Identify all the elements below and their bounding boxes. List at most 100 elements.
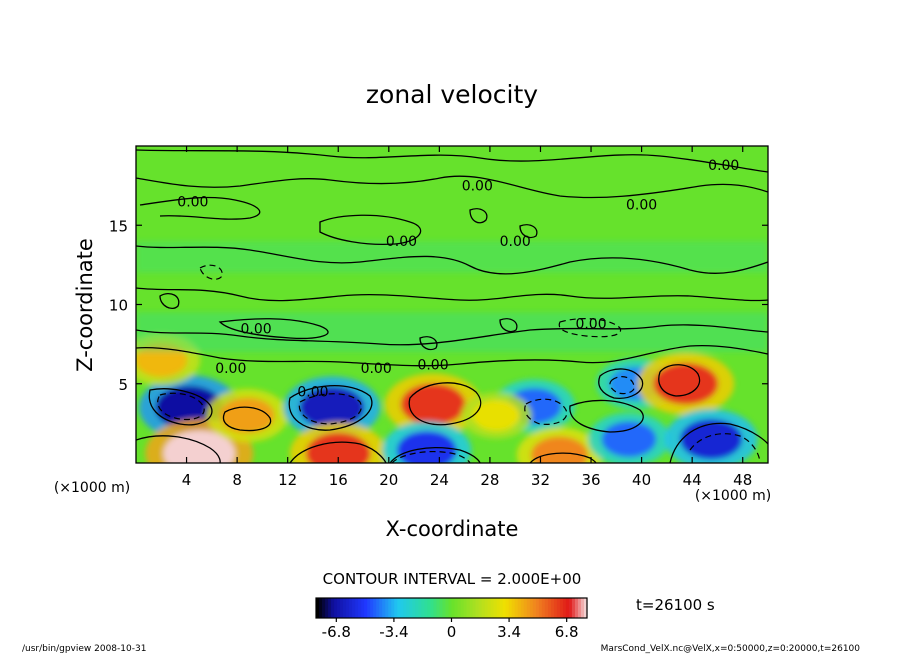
x-tick-label: 20 — [379, 471, 398, 489]
colorbar-segment — [484, 598, 489, 618]
colorbar-segment — [391, 598, 395, 618]
feature-core — [396, 431, 457, 463]
feature-core — [155, 386, 223, 430]
x-unit-left: (×1000 m) — [54, 480, 130, 496]
colorbar-segment — [319, 598, 323, 618]
y-axis-label: Z-coordinate — [73, 238, 97, 372]
feature-core — [305, 432, 371, 463]
colorbar-segment — [508, 598, 513, 618]
colorbar-segment — [559, 598, 564, 618]
colorbar-segment — [523, 598, 528, 618]
colorbar-segment — [541, 598, 546, 618]
y-tick-label: 15 — [109, 217, 128, 235]
colorbar-segment — [433, 598, 438, 618]
colorbar-segment — [394, 598, 398, 618]
colorbar-segment — [460, 598, 465, 618]
colorbar-segment — [463, 598, 468, 618]
colorbar-segment — [334, 598, 338, 618]
weak-negative-band — [136, 312, 768, 353]
contour-label: 0.00 — [626, 198, 657, 214]
feature-core — [601, 421, 657, 457]
colorbar-segment — [331, 598, 335, 618]
colorbar-tick-label: 6.8 — [555, 623, 579, 641]
colorbar-segment — [538, 598, 543, 618]
colorbar-tick-label: -3.4 — [379, 623, 408, 641]
feature-core — [530, 436, 588, 463]
colorbar-segment — [526, 598, 531, 618]
colorbar-segment — [499, 598, 504, 618]
x-tick-label: 12 — [278, 471, 297, 489]
colorbar-segment — [328, 598, 332, 618]
colorbar-segment — [547, 598, 552, 618]
contour-label: 0.00 — [462, 179, 493, 195]
colorbar-segment — [415, 598, 419, 618]
x-unit-right: (×1000 m) — [695, 488, 771, 504]
contour-label: 0.00 — [575, 317, 606, 333]
contour-label: 0.00 — [240, 321, 271, 337]
colorbar-segment — [388, 598, 392, 618]
chart-title: zonal velocity — [366, 80, 538, 109]
colorbar-segment — [562, 598, 567, 618]
colorbar-segment — [442, 598, 447, 618]
colorbar-segment — [475, 598, 480, 618]
contour-label: 0.00 — [500, 234, 531, 250]
contour-interval: CONTOUR INTERVAL = 2.000E+00 — [323, 570, 582, 588]
colorbar-segment — [337, 598, 341, 618]
contour-label: 0.00 — [386, 234, 417, 250]
y-axis: 5 10 15 — [109, 217, 768, 394]
contour-label: 0.00 — [297, 385, 328, 401]
colorbar-segment — [472, 598, 477, 618]
colorbar-segment — [493, 598, 498, 618]
colorbar-segment — [448, 598, 453, 618]
velocity-features — [136, 241, 768, 463]
colorbar-segment — [430, 598, 435, 618]
colorbar-segment — [496, 598, 501, 618]
colorbar-segment — [370, 598, 374, 618]
feature-core — [472, 399, 520, 431]
colorbar-segment — [583, 598, 588, 618]
colorbar-segment — [376, 598, 380, 618]
colorbar-segment — [379, 598, 383, 618]
colorbar-segment — [412, 598, 416, 618]
colorbar-segment — [478, 598, 483, 618]
colorbar-segment — [325, 598, 329, 618]
colorbar-segment — [355, 598, 359, 618]
contour-label: 0.00 — [417, 358, 448, 374]
x-tick-label: 36 — [581, 471, 600, 489]
weak-negative-band — [136, 241, 768, 273]
colorbar-segment — [466, 598, 471, 618]
colorbar-segment — [427, 598, 432, 618]
colorbar-segment — [580, 598, 585, 618]
colorbar-segment — [322, 598, 326, 618]
x-tick-label: 8 — [232, 471, 242, 489]
x-tick-label: 24 — [430, 471, 449, 489]
negative-contours — [157, 264, 761, 463]
colorbar-segment — [454, 598, 459, 618]
x-tick-label: 4 — [182, 471, 192, 489]
colorbar-segment — [556, 598, 561, 618]
contour-label: 0.00 — [708, 158, 739, 174]
colorbar-segment — [511, 598, 516, 618]
colorbar-segment — [358, 598, 362, 618]
colorbar-segment — [340, 598, 344, 618]
x-tick-label: 28 — [480, 471, 499, 489]
contour-label: 0.00 — [177, 194, 208, 210]
colorbar-segment — [421, 598, 425, 618]
feature-core — [400, 383, 466, 426]
colorbar-segment — [364, 598, 368, 618]
colorbar-segment — [574, 598, 579, 618]
x-tick-label: 44 — [683, 471, 702, 489]
colorbar-segment — [469, 598, 474, 618]
colorbar-segment — [532, 598, 537, 618]
colorbar-tick-label: 0 — [447, 623, 457, 641]
colorbar-segment — [553, 598, 558, 618]
x-tick-label: 32 — [531, 471, 550, 489]
y-tick-label: 10 — [109, 297, 128, 315]
colorbar-segment — [418, 598, 422, 618]
colorbar-segment — [439, 598, 444, 618]
colorbar-segment — [385, 598, 389, 618]
colorbar-segment — [457, 598, 462, 618]
colorbar-segment — [571, 598, 576, 618]
colorbar-segment — [565, 598, 570, 618]
